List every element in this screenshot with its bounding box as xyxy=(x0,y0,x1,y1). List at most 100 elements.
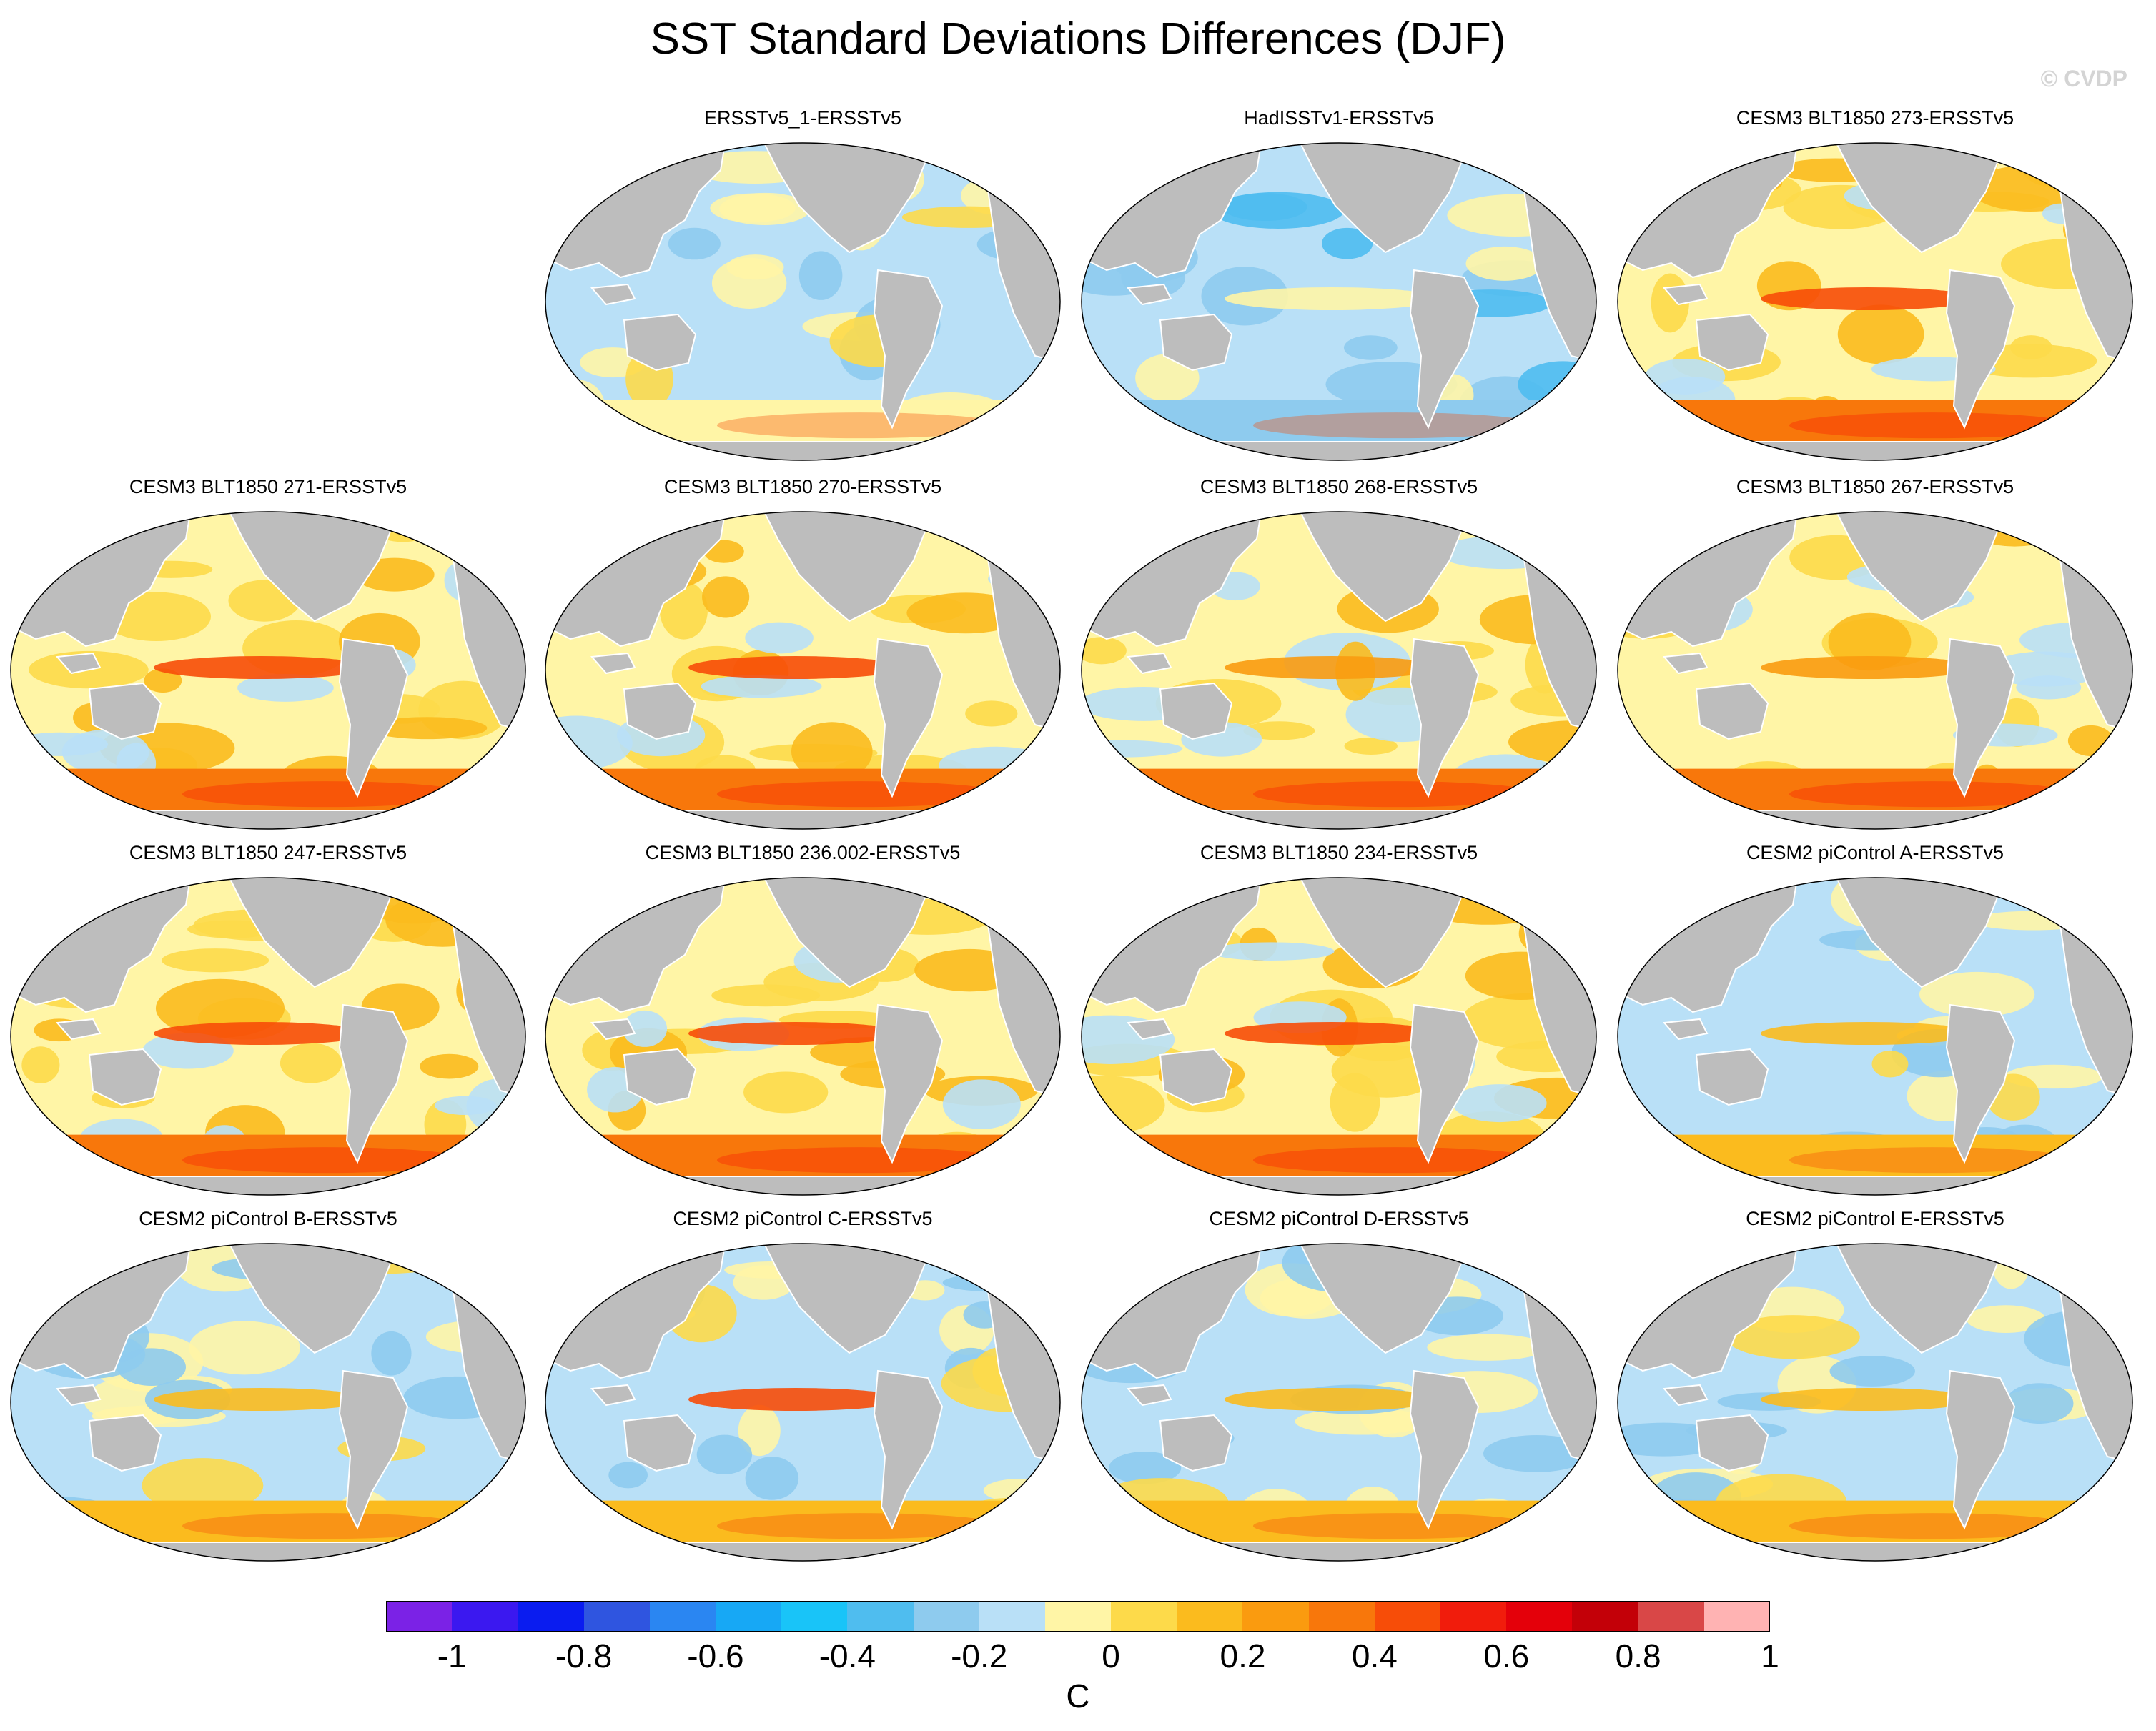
land-mass xyxy=(1662,283,1709,306)
map-globe xyxy=(1617,142,2133,461)
land-mass xyxy=(1126,652,1172,675)
land-mass xyxy=(1409,1369,1480,1530)
land-mass xyxy=(1082,810,1596,829)
colorbar-swatch xyxy=(649,1601,716,1632)
land-mass xyxy=(1291,143,1465,254)
southern-ocean-core xyxy=(182,781,468,808)
map-globe xyxy=(545,1243,1061,1562)
anomaly-region xyxy=(1465,246,1544,281)
land-mass xyxy=(1291,878,1465,988)
southern-ocean-core xyxy=(717,781,1003,808)
equatorial-pacific-anomaly xyxy=(1225,656,1439,679)
colorbar-tick-label: -0.6 xyxy=(687,1637,744,1675)
land-mass xyxy=(1082,441,1596,460)
anomaly-region xyxy=(1966,1305,2046,1334)
land-mass xyxy=(220,512,395,623)
land-mass xyxy=(1695,1414,1769,1472)
equatorial-pacific-anomaly xyxy=(1225,287,1439,310)
equatorial-pacific-anomaly xyxy=(688,1388,903,1411)
map-panel: CESM3 BLT1850 268-ERSSTv5 xyxy=(1078,477,1600,835)
land-mass xyxy=(88,1048,162,1106)
anomaly-region xyxy=(142,1458,264,1513)
land-mass xyxy=(88,1414,162,1472)
map-panel: CESM2 piControl A-ERSSTv5 xyxy=(1614,843,2136,1201)
land-mass xyxy=(1827,878,2002,988)
map-globe xyxy=(10,877,526,1196)
land-mass xyxy=(88,682,162,740)
anomaly-region xyxy=(942,1079,1021,1130)
anomaly-region xyxy=(61,730,149,775)
southern-ocean-core xyxy=(1789,781,2075,808)
southern-ocean-core xyxy=(1253,781,1539,808)
colorbar-swatch xyxy=(1572,1601,1639,1632)
map-globe xyxy=(1081,877,1597,1196)
globe-outline xyxy=(1081,142,1597,461)
colorbar-swatch xyxy=(1440,1601,1507,1632)
map-panel: CESM3 BLT1850 270-ERSSTv5 xyxy=(542,477,1064,835)
land-mass xyxy=(873,269,944,430)
anomaly-region xyxy=(702,576,750,618)
anomaly-region xyxy=(280,1043,342,1083)
land-mass xyxy=(590,283,636,306)
anomaly-region xyxy=(2067,725,2114,756)
colorbar-tick-label: 0.6 xyxy=(1483,1637,1530,1675)
colorbar-tick-label: 0 xyxy=(1102,1637,1120,1675)
panel-title: CESM3 BLT1850 247-ERSSTv5 xyxy=(129,842,407,863)
globe-outline xyxy=(10,877,526,1196)
colorbar-swatch xyxy=(583,1601,651,1632)
land-mass xyxy=(1477,878,1537,899)
anomaly-region xyxy=(1618,1422,1730,1457)
globe-outline xyxy=(1081,877,1597,1196)
anomaly-region xyxy=(668,227,721,260)
land-mass xyxy=(545,441,1060,460)
land-mass xyxy=(1126,1384,1172,1407)
land-mass xyxy=(1827,512,2002,623)
land-mass xyxy=(1618,810,2132,829)
land-mass xyxy=(1945,269,2016,430)
map-panel: CESM2 piControl E-ERSSTv5 xyxy=(1614,1209,2136,1567)
anomaly-region xyxy=(237,673,334,702)
land-mass xyxy=(1477,143,1537,164)
anomaly-region xyxy=(2073,879,2132,914)
anomaly-region xyxy=(2010,335,2052,359)
map-panel: CESM3 BLT1850 271-ERSSTv5 xyxy=(7,477,529,835)
anomaly-region xyxy=(2042,538,2132,559)
land-mass xyxy=(755,878,929,988)
land-mass xyxy=(623,1414,697,1472)
colorbar-swatch xyxy=(715,1601,782,1632)
land-mass xyxy=(11,810,525,829)
globe-outline xyxy=(545,511,1061,830)
land-mass xyxy=(406,1244,466,1265)
equatorial-pacific-anomaly xyxy=(154,1022,368,1045)
land-mass xyxy=(1291,512,1465,623)
land-mass xyxy=(873,1369,944,1530)
southern-ocean-core xyxy=(1789,412,2075,439)
southern-ocean-core xyxy=(717,1147,1003,1174)
colorbar-tick-label: 0.4 xyxy=(1351,1637,1398,1675)
land-mass xyxy=(2013,143,2073,164)
map-panel: CESM2 piControl D-ERSSTv5 xyxy=(1078,1209,1600,1567)
land-mass xyxy=(2013,512,2073,533)
southern-ocean-core xyxy=(717,1513,1003,1539)
land-mass xyxy=(873,638,944,798)
anomaly-region xyxy=(745,1457,799,1500)
land-mass xyxy=(1409,638,1480,798)
anomaly-region xyxy=(791,722,873,781)
anomaly-region xyxy=(1452,1084,1547,1123)
anomaly-region xyxy=(965,700,1018,727)
anomaly-region xyxy=(1427,1334,1548,1361)
map-globe xyxy=(1617,1243,2133,1562)
land-mass xyxy=(406,878,466,899)
anomaly-region xyxy=(1871,1050,1909,1078)
land-mass xyxy=(545,810,1060,829)
land-mass xyxy=(1695,1048,1769,1106)
map-globe xyxy=(10,1243,526,1562)
anomaly-region xyxy=(21,1046,60,1083)
colorbar-tick-label: 0.8 xyxy=(1615,1637,1661,1675)
land-mass xyxy=(1618,441,2132,460)
panel-title: CESM2 piControl E-ERSSTv5 xyxy=(1746,1208,2004,1229)
anomaly-region xyxy=(1208,942,1335,961)
anomaly-region xyxy=(420,1053,479,1079)
southern-ocean-core xyxy=(182,1513,468,1539)
anomaly-region xyxy=(1343,335,1398,360)
